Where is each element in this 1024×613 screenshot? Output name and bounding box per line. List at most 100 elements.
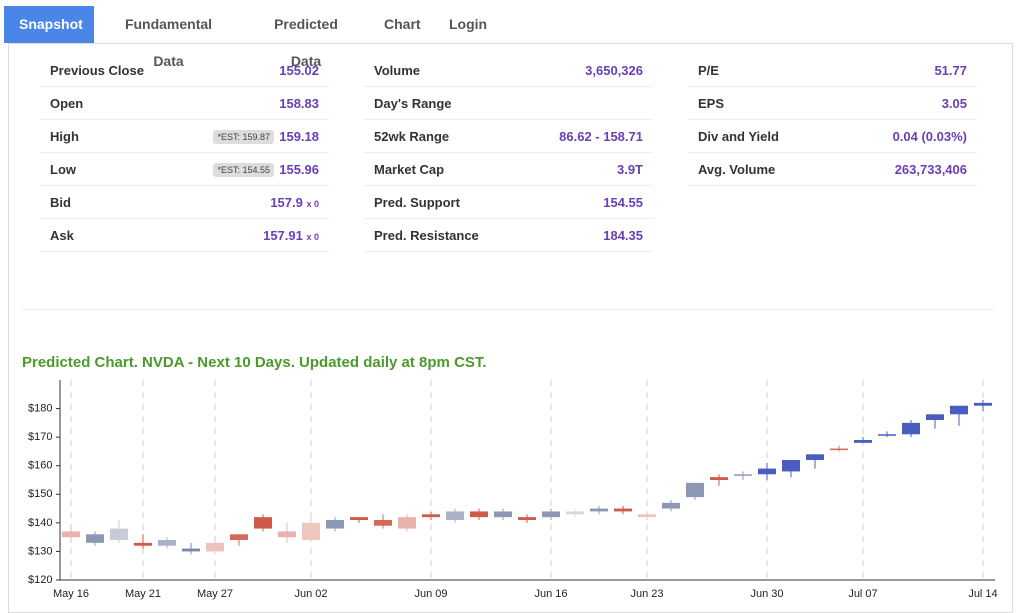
- stat-label: Pred. Support: [374, 195, 460, 210]
- row-line: [40, 185, 329, 186]
- y-tick-label: $120: [28, 574, 52, 586]
- candle-body: [758, 468, 776, 475]
- y-tick-label: $170: [28, 431, 52, 443]
- value-text: 3.9T: [616, 162, 643, 177]
- candle-body: [302, 522, 320, 540]
- stat-label: 52wk Range: [374, 129, 450, 144]
- stat-label: Div and Yield: [698, 129, 779, 144]
- stat-value: 154.55: [603, 195, 643, 210]
- row-line: [40, 152, 329, 153]
- y-tick-label: $160: [28, 460, 52, 472]
- candle-body: [350, 517, 368, 520]
- stat-value: 158.83: [279, 96, 319, 111]
- value-text: 51.77: [934, 63, 967, 78]
- candle-body: [110, 528, 128, 540]
- candle-body: [134, 542, 152, 546]
- candle-body: [830, 448, 848, 451]
- candle-body: [902, 422, 920, 435]
- stat-label: Pred. Resistance: [374, 228, 479, 243]
- candle-body: [686, 482, 704, 498]
- tab[interactable]: Chart: [384, 16, 421, 32]
- candle-body: [182, 548, 200, 552]
- value-text: 155.96: [279, 162, 319, 177]
- bid-size: x 0: [306, 232, 319, 242]
- tab[interactable]: Login: [449, 16, 488, 32]
- candle-body: [806, 454, 824, 460]
- row-line: [364, 86, 653, 87]
- stat-label: Ask: [50, 228, 74, 243]
- candle-body: [374, 520, 392, 526]
- x-tick-label: Jun 16: [534, 588, 567, 600]
- tab[interactable]: Predicted Data: [274, 16, 338, 69]
- est-badge: *EST: 159.87: [213, 130, 274, 144]
- stat-label: EPS: [698, 96, 725, 111]
- value-text: 157.91: [263, 228, 303, 243]
- x-tick-label: Jun 30: [750, 588, 783, 600]
- candle-body: [854, 440, 872, 443]
- candle-body: [230, 534, 248, 540]
- value-text: 3,650,326: [585, 63, 643, 78]
- candle-body: [278, 531, 296, 538]
- value-text: 3.05: [941, 96, 967, 111]
- value-text: 154.55: [603, 195, 643, 210]
- candle-body: [950, 405, 968, 415]
- stat-value: 3.05: [942, 96, 967, 111]
- row-line: [688, 119, 977, 120]
- stat-value: 3.9T: [617, 162, 643, 177]
- candle-body: [662, 502, 680, 509]
- x-tick-label: Jun 23: [630, 588, 663, 600]
- stat-label: Volume: [374, 63, 420, 78]
- row-line: [364, 152, 653, 153]
- candle-body: [446, 511, 464, 520]
- candle-body: [782, 460, 800, 472]
- stat-label: P/E: [698, 63, 719, 78]
- divider: [22, 309, 994, 310]
- candle-body: [926, 414, 944, 420]
- candle-body: [710, 477, 728, 480]
- row-line: [364, 218, 653, 219]
- row-line: [688, 86, 977, 87]
- candle-body: [734, 474, 752, 476]
- x-tick-label: May 16: [53, 588, 89, 600]
- x-tick-label: Jun 09: [414, 588, 447, 600]
- x-tick-label: May 21: [125, 588, 161, 600]
- x-tick-label: Jul 14: [968, 588, 997, 600]
- x-tick-label: Jun 02: [294, 588, 327, 600]
- row-line: [688, 152, 977, 153]
- stat-value: 3,650,326: [585, 63, 643, 78]
- candle-body: [326, 520, 344, 529]
- y-tick-label: $180: [28, 402, 52, 414]
- bid-size: x 0: [306, 199, 319, 209]
- stat-label: Bid: [50, 195, 71, 210]
- y-tick-label: $130: [28, 545, 52, 557]
- candle-body: [974, 402, 992, 406]
- value-text: 159.18: [279, 129, 319, 144]
- candle-body: [398, 517, 416, 529]
- stat-label: Low: [50, 162, 76, 177]
- tab[interactable]: Snapshot: [4, 6, 94, 43]
- stat-value: 157.91 x 0: [263, 228, 319, 243]
- row-line: [40, 218, 329, 219]
- value-text: 157.9: [270, 195, 303, 210]
- stat-label: Day's Range: [374, 96, 452, 111]
- row-line: [364, 251, 653, 252]
- est-badge: *EST: 154.55: [213, 163, 274, 177]
- stat-label: Market Cap: [374, 162, 445, 177]
- stat-value: 86.62 - 158.71: [559, 129, 643, 144]
- row-line: [40, 251, 329, 252]
- value-text: 0.04 (0.03%): [892, 129, 967, 144]
- row-line: [40, 86, 329, 87]
- row-line: [688, 185, 977, 186]
- stat-value: 157.9 x 0: [270, 195, 319, 210]
- candle-body: [494, 511, 512, 518]
- value-text: 155.02: [279, 63, 319, 78]
- y-tick-label: $150: [28, 488, 52, 500]
- tab[interactable]: Fundamental Data: [124, 16, 213, 69]
- candle-body: [590, 508, 608, 512]
- x-tick-label: May 27: [197, 588, 233, 600]
- stat-value: 263,733,406: [895, 162, 967, 177]
- value-text: 86.62 - 158.71: [559, 129, 643, 144]
- stat-value: 155.02: [279, 63, 319, 78]
- candle-body: [566, 511, 584, 515]
